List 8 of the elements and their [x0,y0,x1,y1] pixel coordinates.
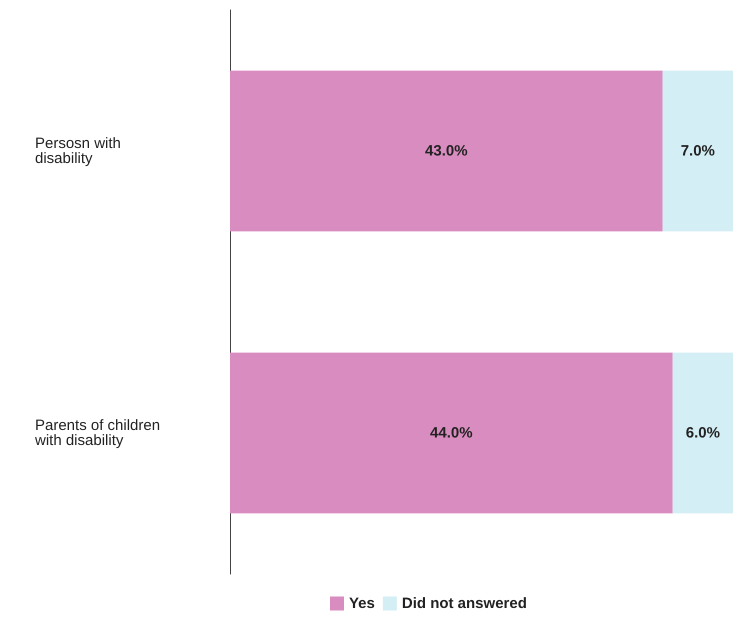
y-tick-label: Parents of children with disability [34,417,164,449]
legend-label: Yes [349,595,375,612]
data-label: 7.0% [680,142,715,160]
legend-label: Did not answered [402,595,527,612]
data-label: 6.0% [686,424,720,442]
y-tick-label: Persosn with disability [35,135,126,167]
data-label: 44.0% [430,424,473,442]
data-label: 43.0% [425,142,468,160]
